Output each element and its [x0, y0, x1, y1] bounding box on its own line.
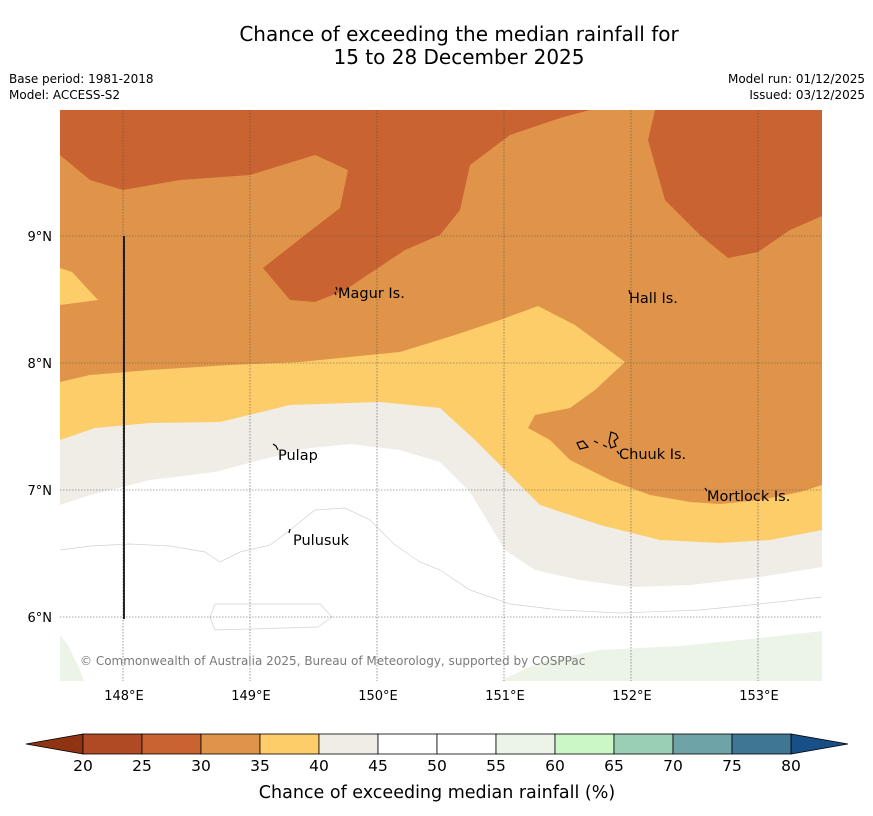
colorbar-tick-label: 75	[722, 757, 742, 775]
place-label: Pulusuk	[293, 533, 350, 549]
colorbar-segment	[141, 733, 202, 755]
colorbar-under-arrow	[25, 733, 84, 755]
lon-label: 153°E	[739, 689, 779, 704]
chuuk-island-marker	[576, 431, 620, 455]
lon-label: 149°E	[231, 689, 271, 704]
mortlock-island-marker	[704, 487, 708, 492]
meta-left: Base period: 1981-2018 Model: ACCESS-S2	[9, 71, 154, 103]
colorbar-tick-label: 45	[368, 757, 388, 775]
title-line-2: 15 to 28 December 2025	[333, 45, 585, 69]
magur-island-marker	[334, 286, 338, 296]
colorbar-segment	[672, 733, 733, 755]
lat-label: 9°N	[28, 230, 53, 245]
colorbar-over-arrow	[790, 733, 849, 755]
gridlines	[60, 110, 822, 681]
colorbar-segment	[259, 733, 320, 755]
probability-map: Magur Is. Hall Is. Pulap Chuuk Is. Mortl…	[60, 110, 822, 681]
place-label: Chuuk Is.	[619, 447, 686, 463]
pulusuk-island-marker	[288, 528, 291, 534]
model-text: Model: ACCESS-S2	[9, 88, 121, 102]
colorbar: 20 25 30 35 40 45 50 55 60 65 70 75 80 Chance of exc…	[25, 733, 849, 803]
region-35-40-west-patch	[60, 268, 98, 305]
colorbar-segment	[731, 733, 792, 755]
region-25-30-north-east	[60, 110, 822, 258]
place-label: Mortlock Is.	[707, 489, 790, 505]
colorbar-segment	[495, 733, 556, 755]
colorbar-tick-label: 50	[427, 757, 447, 775]
colorbar-tick-label: 35	[250, 757, 270, 775]
region-25-30-north-west	[60, 110, 590, 302]
colorbar-tick-label: 20	[73, 757, 93, 775]
colorbar-segment	[82, 733, 143, 755]
colorbar-label: Chance of exceeding median rainfall (%)	[259, 783, 615, 803]
latitude-labels: 9°N 8°N 7°N 6°N	[28, 230, 53, 626]
contour-50	[60, 507, 822, 614]
place-label: Hall Is.	[629, 291, 678, 307]
base-period-text: Base period: 1981-2018	[9, 72, 154, 86]
colorbar-tick-label: 70	[663, 757, 683, 775]
colorbar-segment	[554, 733, 615, 755]
colorbar-tick-label: 65	[604, 757, 624, 775]
colorbar-tick-label: 55	[486, 757, 506, 775]
colorbar-tick-label: 40	[309, 757, 329, 775]
colorbar-segment	[613, 733, 674, 755]
colorbar-segment	[436, 733, 497, 755]
colorbar-tick-label: 30	[191, 757, 211, 775]
meta-right: Model run: 01/12/2025 Issued: 03/12/2025	[728, 71, 865, 103]
region-55-60-west	[60, 635, 84, 681]
place-labels: Magur Is. Hall Is. Pulap Chuuk Is. Mortl…	[278, 286, 790, 549]
island-markers	[272, 286, 708, 534]
title-line-1: Chance of exceeding the median rainfall …	[239, 22, 679, 46]
hall-island-marker	[628, 289, 631, 295]
colorbar-tick-label: 25	[132, 757, 152, 775]
place-label: Magur Is.	[338, 286, 405, 302]
lat-label: 6°N	[28, 611, 53, 626]
region-55-60-south	[500, 631, 822, 681]
colorbar-segment	[318, 733, 379, 755]
copyright-text: © Commonwealth of Australia 2025, Bureau…	[80, 654, 585, 668]
chart-title: Chance of exceeding the median rainfall …	[0, 23, 873, 69]
colorbar-segment	[377, 733, 438, 755]
lon-label: 148°E	[104, 689, 144, 704]
pulap-island-marker	[272, 443, 279, 451]
colorbar-tick-label: 60	[545, 757, 565, 775]
lon-label: 150°E	[358, 689, 398, 704]
model-run-text: Model run: 01/12/2025	[727, 72, 865, 86]
longitude-labels: 148°E 149°E 150°E 151°E 152°E 153°E	[104, 689, 779, 704]
lon-label: 152°E	[612, 689, 652, 704]
colorbar-segment	[200, 733, 261, 755]
colorbar-tick-label: 80	[781, 757, 801, 775]
issued-text: Issued: 03/12/2025	[749, 88, 865, 102]
lat-label: 7°N	[28, 484, 53, 499]
region-45-55	[60, 444, 822, 681]
lat-label: 8°N	[28, 357, 53, 372]
colorbar-segments	[82, 733, 792, 755]
colorbar-tick-labels: 20 25 30 35 40 45 50 55 60 65 70 75 80	[73, 757, 801, 775]
place-label: Pulap	[278, 448, 318, 464]
lon-label: 151°E	[485, 689, 525, 704]
